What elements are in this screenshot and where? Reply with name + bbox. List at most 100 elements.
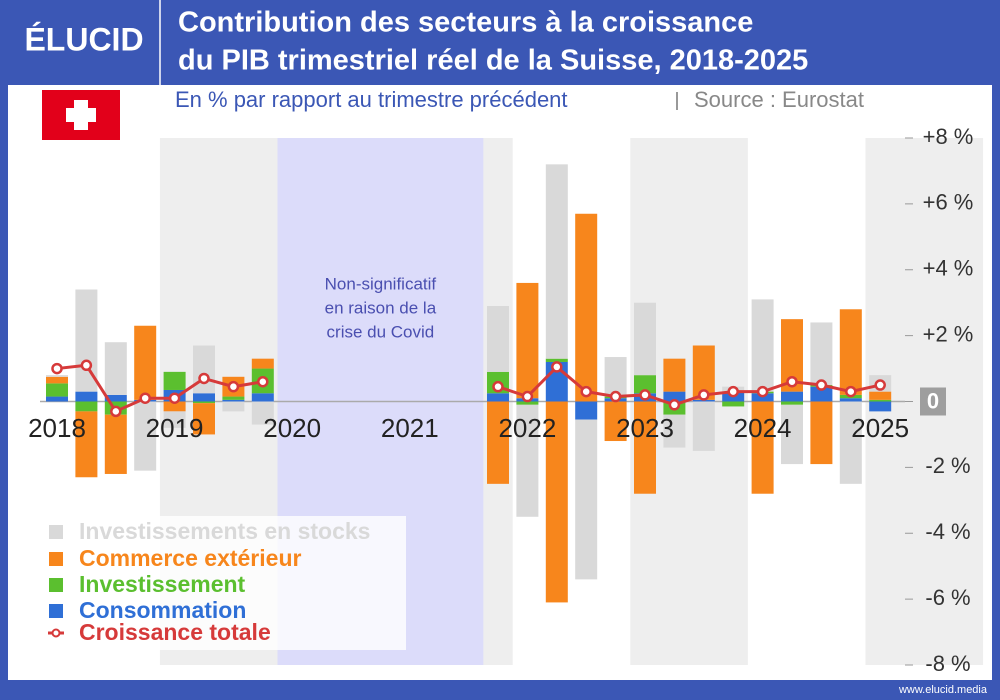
bar: [545, 164, 568, 359]
logo: ÉLUCID: [24, 21, 143, 57]
legend-swatch: [51, 628, 61, 638]
annotation: Non-significatif: [325, 274, 437, 293]
total-point: [521, 390, 534, 403]
bar: [134, 325, 157, 400]
bar: [193, 401, 215, 404]
bar: [781, 391, 803, 402]
bar: [634, 401, 656, 494]
bar: [839, 398, 862, 402]
total-point: [551, 361, 563, 373]
bar: [222, 399, 245, 402]
bar: [163, 371, 186, 390]
bar: [604, 401, 627, 442]
total-point: [639, 389, 651, 401]
bar: [75, 411, 98, 478]
total-point: [110, 405, 122, 418]
bar: [692, 399, 715, 402]
subtitle: En % par rapport au trimestre précédent: [175, 87, 568, 112]
legend-label: Commerce extérieur: [79, 545, 301, 571]
bar: [545, 358, 568, 362]
total-point: [80, 359, 93, 372]
bar: [193, 393, 215, 402]
bar: [163, 401, 186, 412]
zero-label-box: [920, 387, 946, 416]
bar: [810, 322, 833, 386]
bar: [46, 376, 68, 384]
bar: [516, 401, 539, 405]
total-point: [198, 372, 210, 385]
bar: [869, 399, 892, 402]
annotation: crise du Covid: [327, 322, 435, 341]
y-tick-label: +4 %: [923, 256, 974, 281]
legend-label: Croissance totale: [79, 619, 271, 645]
bar: [869, 401, 892, 412]
bar: [751, 393, 774, 402]
total-point: [698, 389, 710, 401]
bar: [692, 345, 715, 400]
total-point: [492, 380, 504, 393]
y-tick-label: -6 %: [925, 585, 970, 610]
x-tick-label: 2018: [28, 413, 86, 443]
bar: [251, 401, 274, 425]
bar: [722, 401, 745, 407]
y-tick-label: 0: [927, 388, 939, 413]
x-tick-label: 2025: [851, 413, 909, 443]
bar: [545, 401, 568, 603]
x-tick-label: 2020: [263, 413, 321, 443]
bar: [487, 393, 509, 402]
y-tick-label: +2 %: [923, 321, 974, 346]
bar: [810, 386, 833, 402]
bar: [193, 403, 215, 435]
flag-cross: [66, 108, 96, 122]
legend-swatch: [49, 552, 63, 566]
bar: [604, 357, 627, 397]
bar: [634, 375, 656, 394]
bar: [663, 414, 686, 448]
bar: [46, 396, 68, 402]
legend-swatch: [49, 604, 63, 618]
bar: [487, 305, 509, 372]
title-line: Contribution des secteurs à la croissanc…: [178, 7, 753, 39]
bar: [663, 391, 686, 402]
y-tick-label: +6 %: [923, 190, 974, 215]
bar: [251, 393, 274, 402]
bar: [487, 401, 509, 484]
bar: [575, 213, 598, 402]
total-point: [727, 385, 739, 398]
x-tick-label: 2021: [381, 413, 439, 443]
plot: Non-significatif en raison de la crise du …: [28, 124, 984, 676]
source: Source : Eurostat: [694, 87, 864, 112]
bar: [104, 414, 127, 474]
total-point: [756, 385, 769, 398]
total-point: [139, 392, 151, 404]
bar: [663, 358, 686, 392]
legend-label: Investissement: [79, 571, 246, 597]
bar: [222, 401, 245, 412]
total-point: [168, 392, 181, 404]
footer: www.elucid.media: [898, 684, 988, 696]
total-point: [580, 385, 592, 398]
bar: [751, 401, 774, 494]
bar: [193, 345, 215, 394]
bar: [634, 302, 656, 376]
bar: [75, 401, 98, 412]
annotation: en raison de la: [325, 298, 437, 317]
legend-label: Investissements en stocks: [79, 518, 370, 544]
y-tick-label: +8 %: [923, 124, 974, 149]
bar: [781, 401, 803, 405]
bar: [134, 401, 157, 471]
bar: [46, 375, 68, 377]
bar: [46, 383, 68, 397]
bar: [810, 401, 833, 465]
y-tick-label: -2 %: [925, 453, 970, 478]
total-point: [786, 375, 798, 388]
legend-box: [44, 516, 406, 650]
total-point: [815, 379, 828, 391]
bar: [163, 411, 186, 428]
title-line: du PIB trimestriel réel de la Suisse, 20…: [178, 45, 808, 77]
x-tick-label: 2019: [146, 413, 204, 443]
legend-swatch: [49, 578, 63, 592]
x-tick-label: 2022: [498, 413, 556, 443]
y-tick-label: -8 %: [925, 651, 970, 676]
